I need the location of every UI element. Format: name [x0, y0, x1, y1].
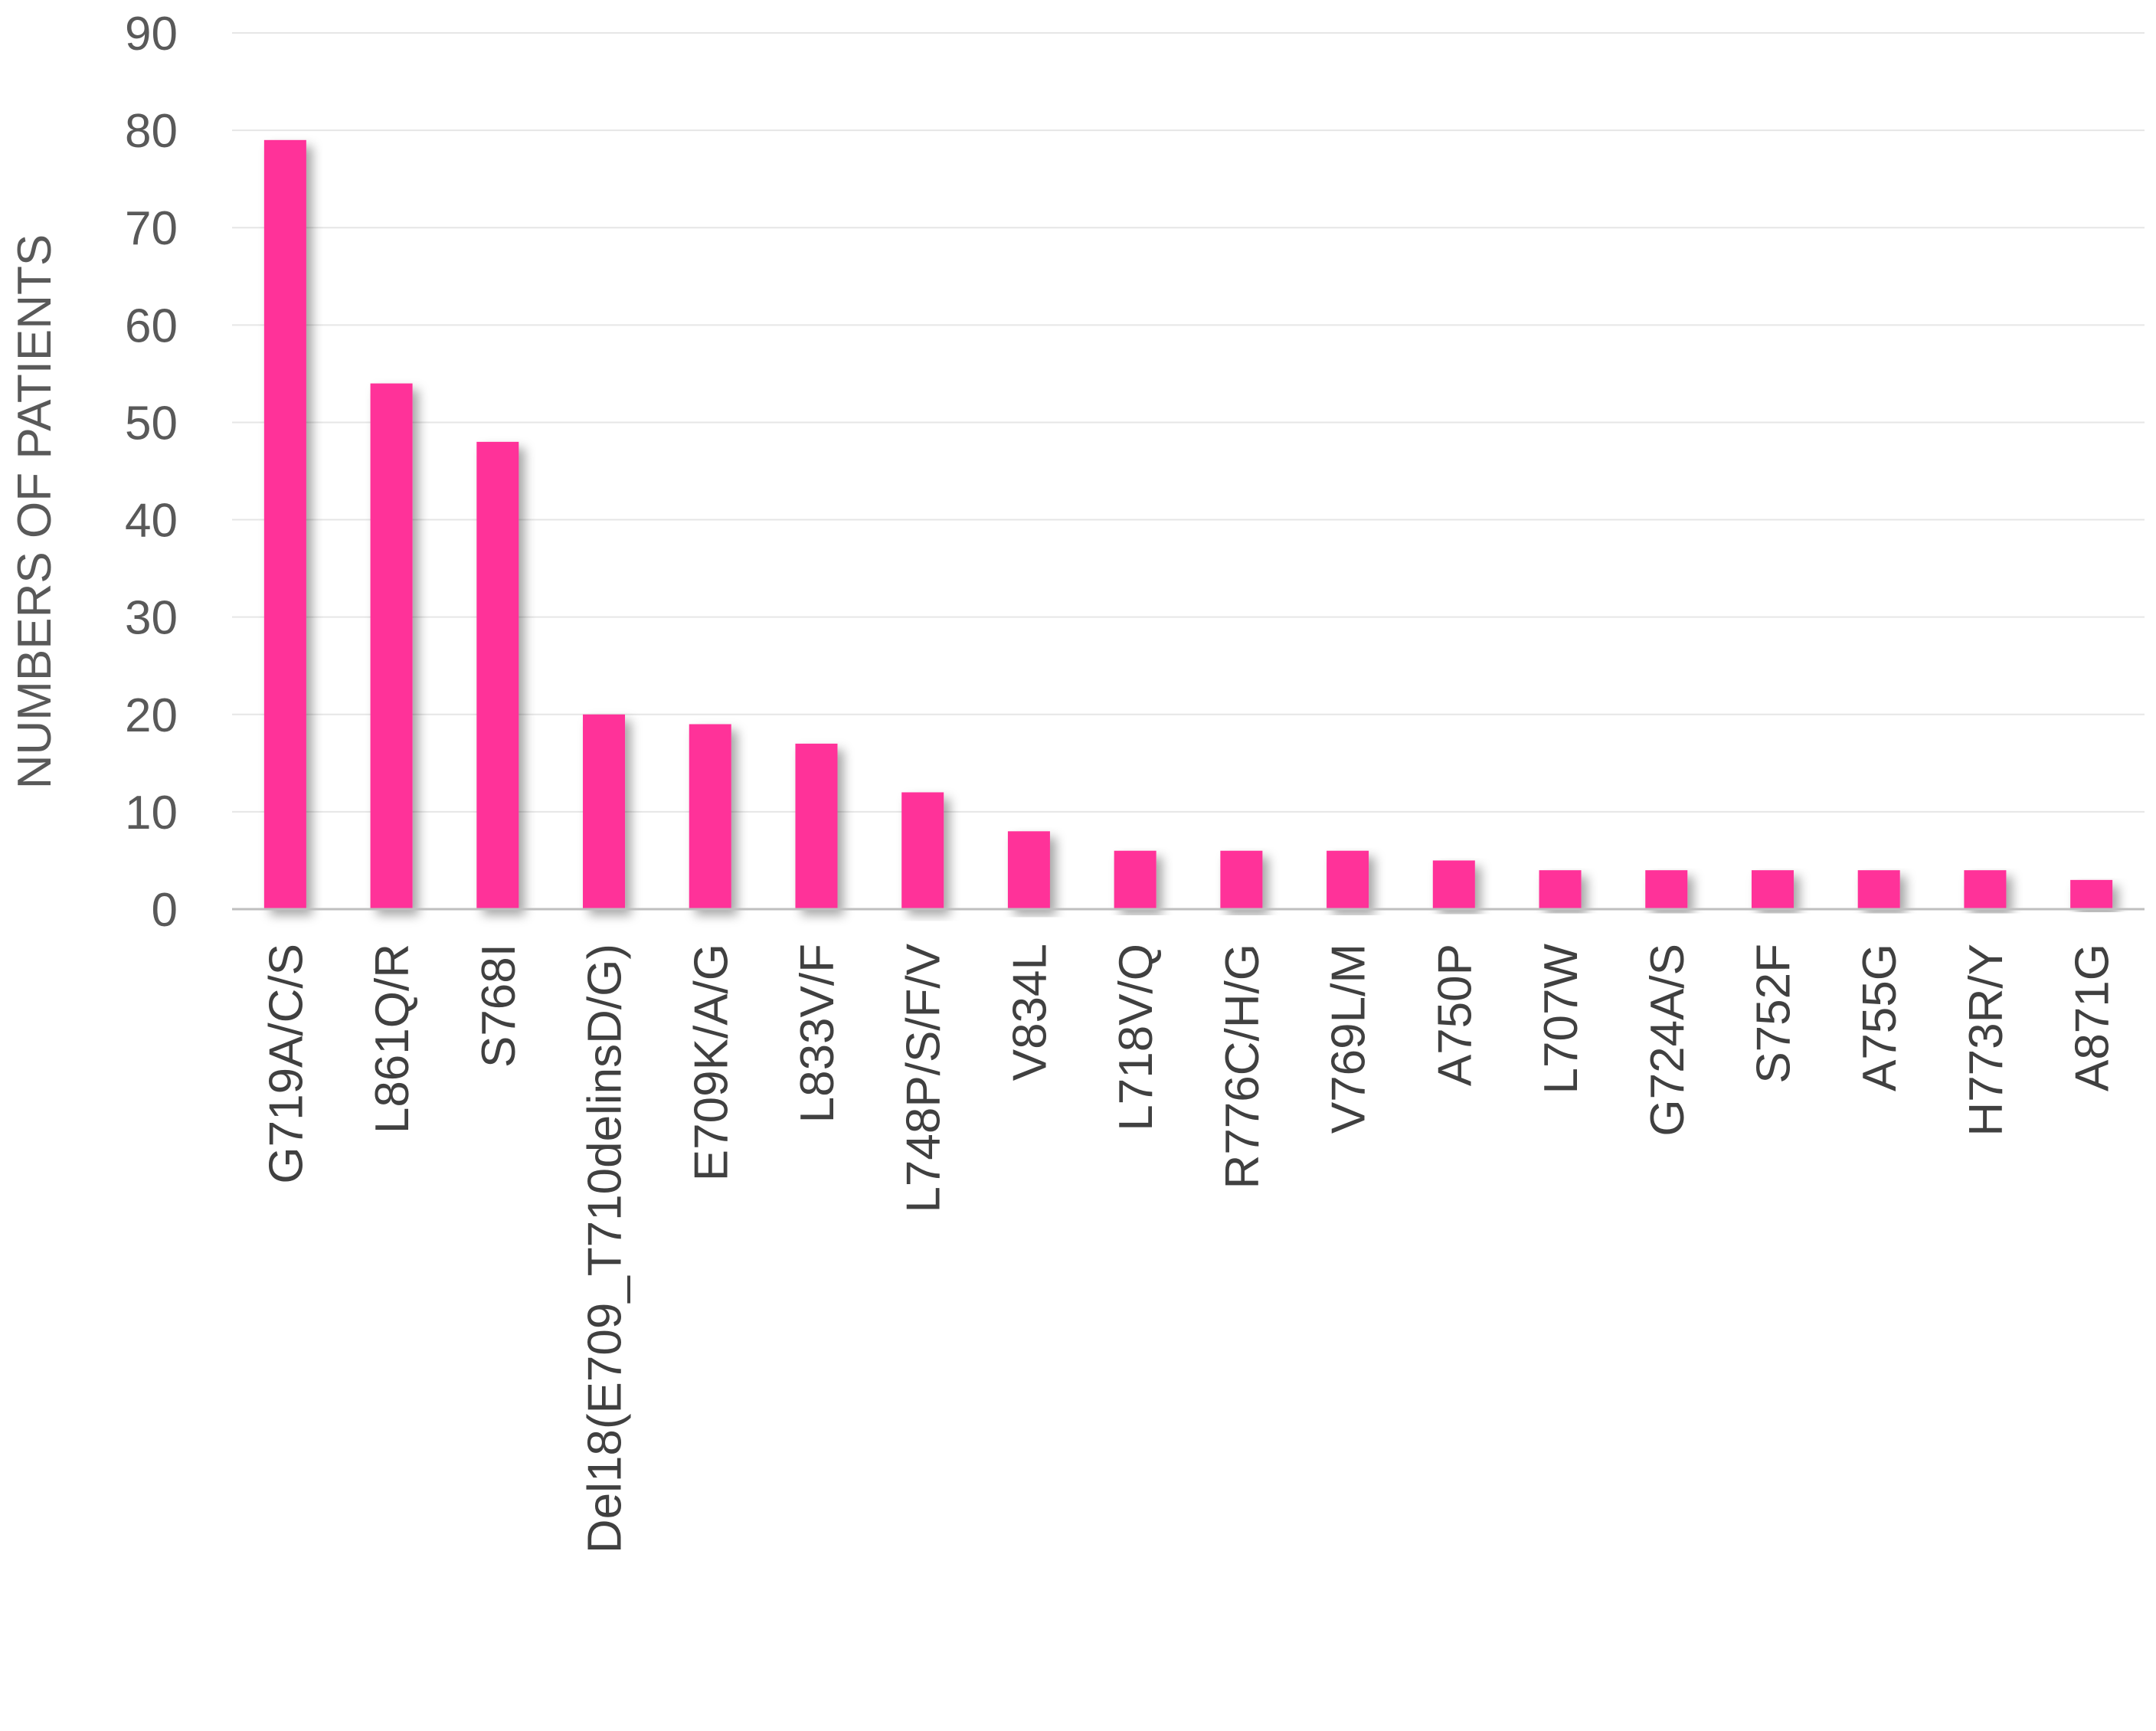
bar [1327, 850, 1369, 909]
x-tick-label: V769L/M [1323, 944, 1376, 1134]
x-tick-label: H773R/Y [1960, 944, 2013, 1137]
x-tick-label: G719A/C/S [260, 944, 312, 1184]
y-tick-label: 60 [125, 299, 178, 352]
x-tick-label: A755G [1853, 944, 1906, 1091]
bar [476, 441, 519, 909]
bar [1432, 860, 1475, 909]
y-tick-label: 0 [152, 884, 178, 937]
bar [1645, 870, 1688, 909]
bar [583, 714, 626, 909]
x-tick-label: L718V/Q [1110, 944, 1163, 1131]
bar [1964, 870, 2007, 909]
x-tick-label: V834L [1003, 944, 1056, 1081]
gridlines [232, 32, 2145, 813]
x-tick-label: Del18(E709_T710delinsD/G) [579, 944, 632, 1553]
y-tick-label: 40 [125, 495, 178, 548]
x-tick-label: S768I [473, 944, 525, 1068]
x-tick-label: A871G [2066, 944, 2119, 1091]
x-tick-label: L833V/F [791, 944, 844, 1123]
x-tick-label: R776C/H/G [1216, 944, 1269, 1189]
bar [795, 743, 838, 909]
bar [370, 383, 413, 910]
y-tick-label: 10 [125, 787, 178, 839]
bar [2070, 879, 2113, 909]
bar [901, 792, 944, 909]
x-tick-labels: G719A/C/S L861Q/R S768I Del18(E709_T710deli… [260, 943, 2118, 1553]
bar [1007, 831, 1050, 909]
x-tick-label: E709K/A/G [685, 944, 738, 1181]
x-tick-label: G724A/S [1641, 944, 1694, 1137]
y-tick-label: 50 [125, 397, 178, 450]
bar [1539, 870, 1582, 909]
x-tick-label: L748P/S/F/V [898, 943, 950, 1212]
y-tick-label: 30 [125, 592, 178, 645]
y-tick-label: 20 [125, 689, 178, 742]
bar [1751, 870, 1794, 909]
x-tick-label: L861Q/R [366, 944, 419, 1134]
x-tick-label: L707W [1535, 944, 1588, 1095]
bar [1220, 850, 1263, 909]
y-axis-title: NUMBERS OF PATIENTS [8, 234, 61, 790]
y-tick-label: 90 [125, 8, 178, 61]
bar [1114, 850, 1157, 909]
y-tick-labels: 0 10 20 30 40 50 60 70 80 90 [125, 8, 178, 937]
bar [689, 724, 731, 909]
bar [263, 139, 306, 910]
y-tick-label: 70 [125, 202, 178, 255]
bar [1857, 870, 1900, 909]
y-tick-label: 80 [125, 105, 178, 158]
x-tick-label: S752F [1747, 944, 1800, 1084]
bars [263, 139, 2113, 910]
x-tick-label: A750P [1428, 944, 1481, 1086]
